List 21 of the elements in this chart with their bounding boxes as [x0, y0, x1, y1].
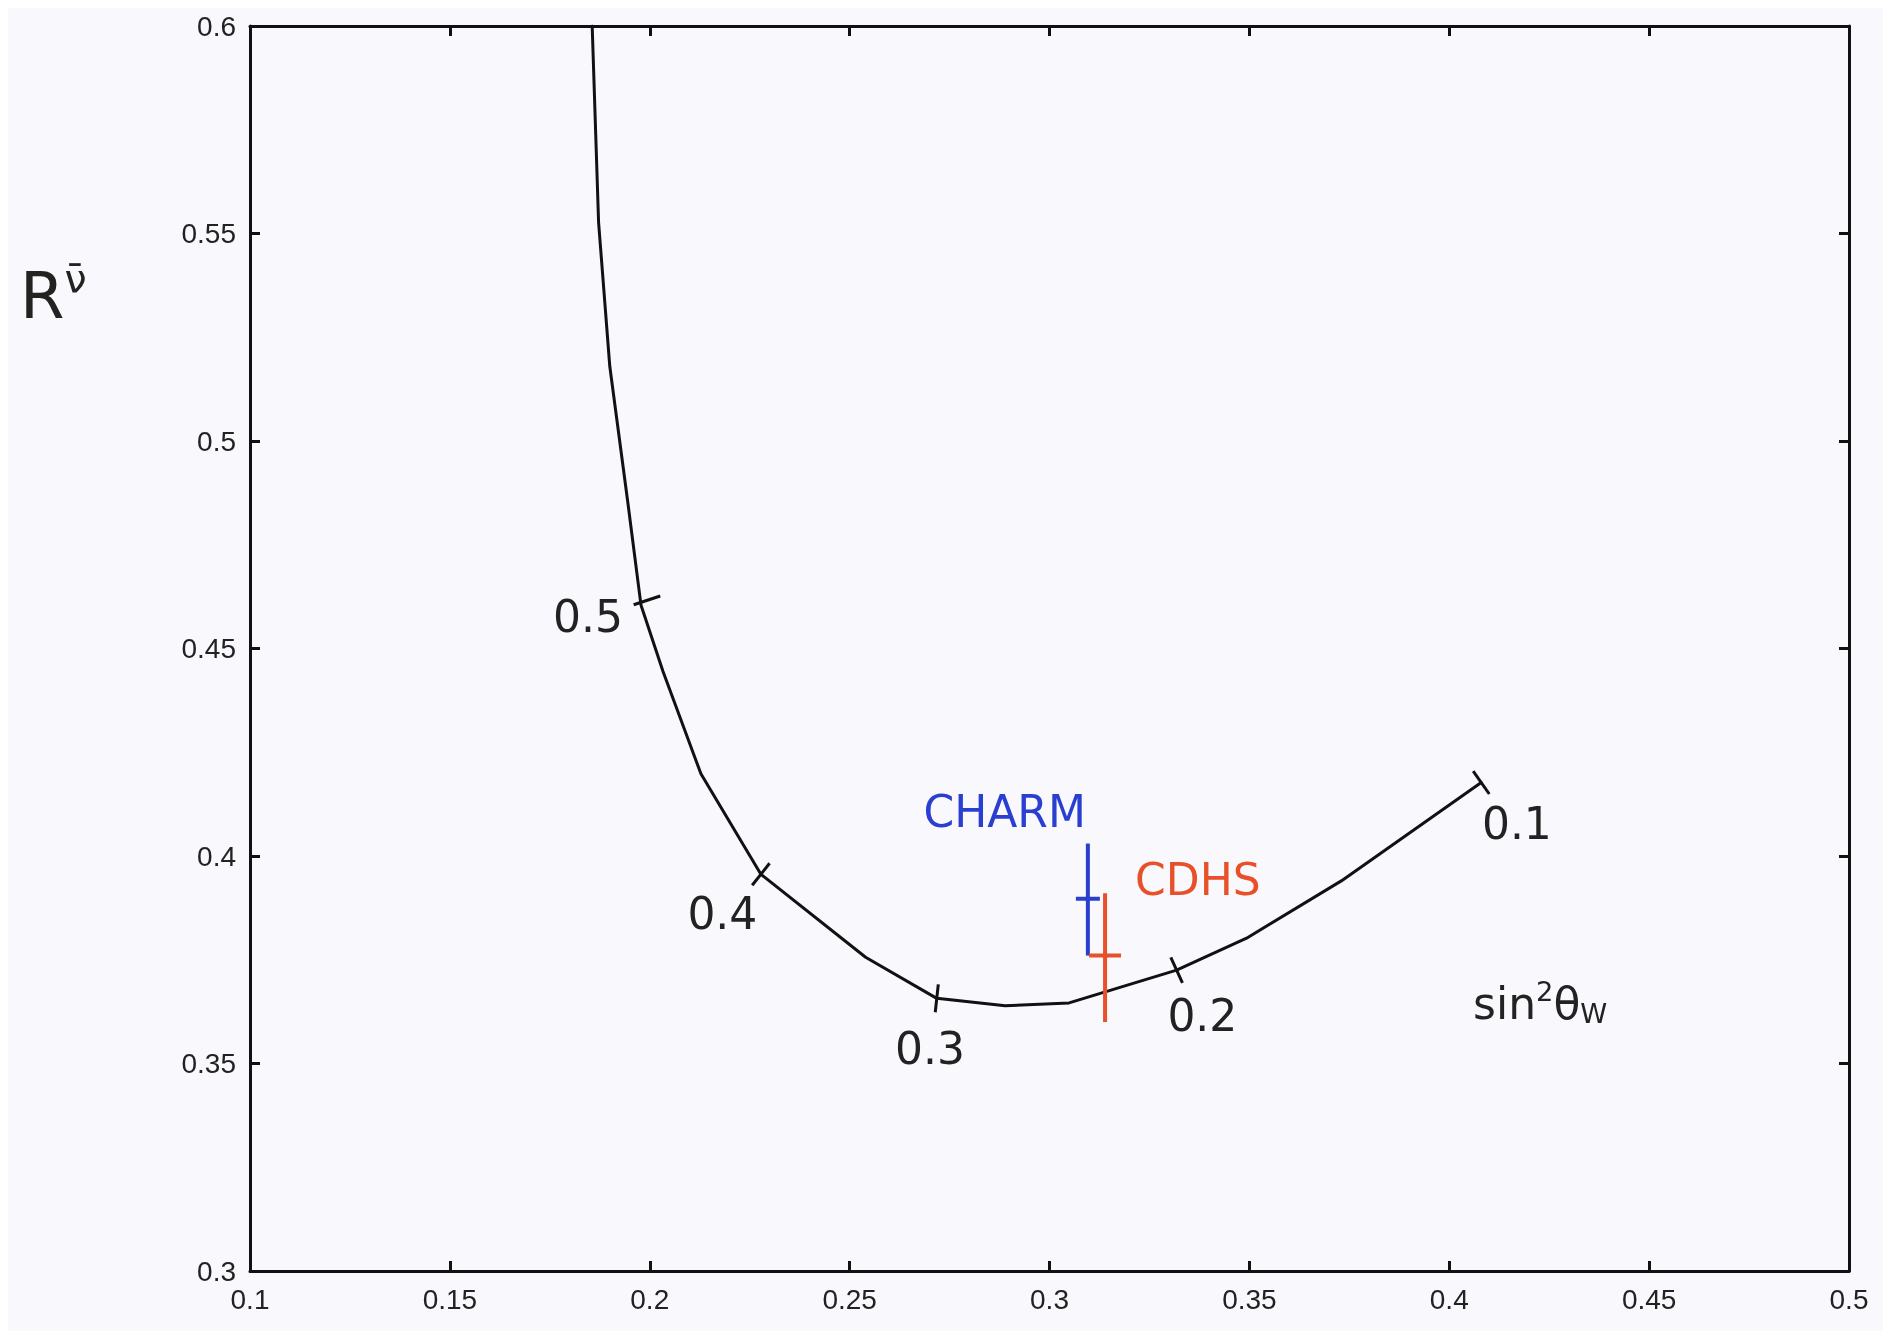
- y-tick-label: 0.4: [197, 840, 236, 872]
- x-tick-label: 0.5: [1829, 1283, 1869, 1315]
- y-tick-label: 0.55: [181, 218, 236, 249]
- y-tick-label: 0.6: [197, 10, 236, 42]
- y-tick-label: 0.45: [181, 633, 236, 664]
- series-label: CHARM: [923, 786, 1086, 838]
- x-tick-label: 0.2: [630, 1283, 670, 1315]
- x-tick-label: 0.3: [1030, 1283, 1069, 1315]
- x-tick-label: 0.35: [1222, 1283, 1277, 1315]
- x-tick-label: 0.15: [422, 1283, 478, 1315]
- x-tick-label: 0.4: [1429, 1283, 1469, 1315]
- y-tick-label: 0.5: [197, 425, 236, 457]
- annotation: 0.5: [553, 590, 624, 642]
- x-tick-label: 0.25: [822, 1283, 877, 1315]
- annotation: 0.4: [687, 887, 758, 939]
- annotation: 0.3: [895, 1022, 966, 1074]
- annotation: 0.2: [1167, 990, 1238, 1042]
- annotation: 0.1: [1481, 797, 1552, 849]
- y-tick-label: 0.35: [181, 1048, 236, 1079]
- series-label: CDHS: [1135, 853, 1261, 905]
- x-tick-label: 0.45: [1621, 1283, 1677, 1315]
